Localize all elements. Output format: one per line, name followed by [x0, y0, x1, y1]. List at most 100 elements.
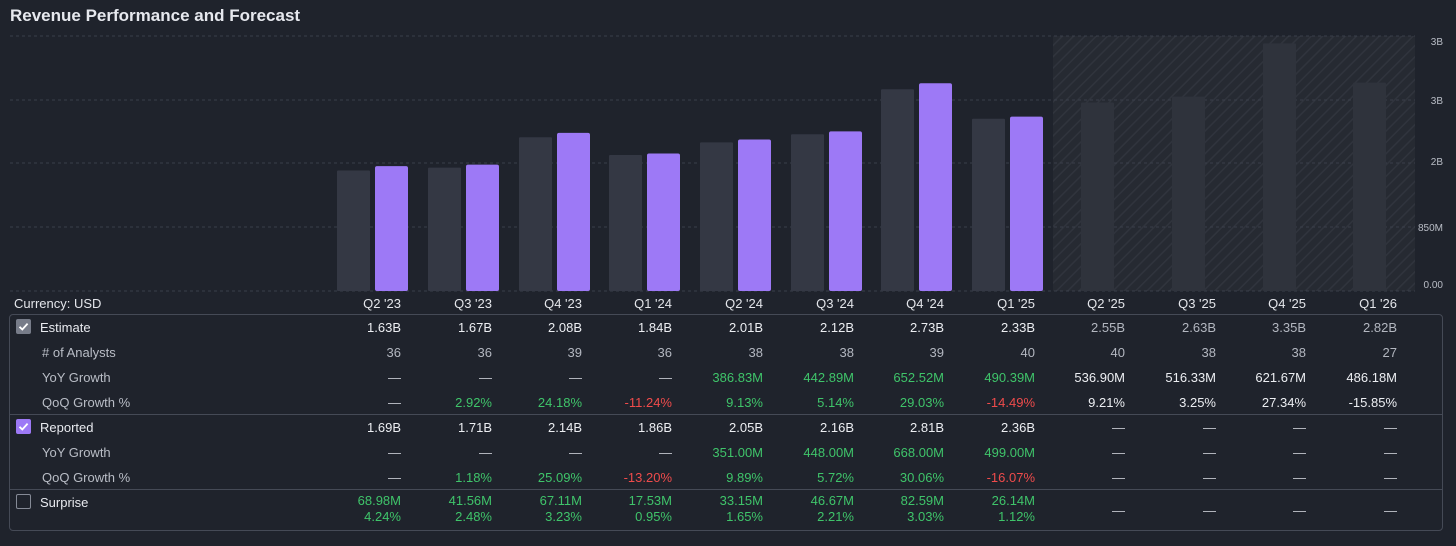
- reported-yoy-value: 668.00M: [893, 445, 944, 460]
- estimate-bar[interactable]: [519, 137, 552, 291]
- reported-yoy-value: —: [1112, 445, 1125, 460]
- estimate-yoy-value: 652.52M: [893, 370, 944, 385]
- reported-qoq-value: 30.06%: [899, 470, 944, 485]
- analysts-count: 39: [929, 345, 944, 360]
- surprise-amount: 17.53M: [628, 493, 672, 508]
- estimate-yoy-value: 621.67M: [1255, 370, 1306, 385]
- reported-qoq-value: —: [1293, 470, 1306, 485]
- reported-yoy-value: 499.00M: [984, 445, 1035, 460]
- reported-value: 1.69B: [367, 420, 401, 435]
- surprise-value: 68.98M 4.24%: [311, 493, 401, 525]
- estimate-bar[interactable]: [881, 89, 914, 291]
- quarter-header: Q1 '26: [1359, 296, 1397, 311]
- estimate-yoy-value: 516.33M: [1165, 370, 1216, 385]
- reported-bar[interactable]: [557, 132, 590, 291]
- reported-yoy-value: —: [1293, 445, 1306, 460]
- estimate-bar[interactable]: [1172, 96, 1205, 291]
- reported-value: 2.16B: [820, 420, 854, 435]
- estimate-yoy-value: 486.18M: [1346, 370, 1397, 385]
- reported-checkbox[interactable]: [16, 419, 31, 434]
- reported-bar[interactable]: [829, 131, 862, 291]
- quarter-header: Q3 '23: [454, 296, 492, 311]
- surprise-amount: 68.98M: [357, 493, 401, 508]
- surprise-checkbox[interactable]: [16, 494, 31, 509]
- reported-qoq-value: -13.20%: [623, 470, 672, 485]
- estimate-yoy-row: YoY Growth — — — — 386.83M 442.89M 652.52M 490.…: [10, 365, 1442, 390]
- estimate-value: 2.63B: [1182, 320, 1216, 335]
- reported-yoy-label: YoY Growth: [42, 445, 111, 460]
- estimate-yoy-value: 536.90M: [1074, 370, 1125, 385]
- estimate-value: 3.35B: [1272, 320, 1306, 335]
- analysts-count: 38: [1201, 345, 1216, 360]
- reported-qoq-value: -16.07%: [986, 470, 1035, 485]
- reported-bar[interactable]: [738, 139, 771, 291]
- reported-bar[interactable]: [466, 164, 499, 291]
- check-icon: [18, 322, 29, 331]
- estimate-bar[interactable]: [700, 142, 733, 291]
- estimate-value: 2.08B: [548, 320, 582, 335]
- reported-label: Reported: [40, 420, 94, 435]
- surprise-row: Surprise 68.98M 4.24% 41.56M 2.48% 67.11M 3.2…: [10, 490, 1442, 530]
- estimate-value: 1.84B: [638, 320, 672, 335]
- reported-value: —: [1203, 420, 1216, 435]
- analysts-count: 27: [1382, 345, 1397, 360]
- estimate-qoq-value: 9.21%: [1088, 395, 1125, 410]
- reported-value: 1.71B: [458, 420, 492, 435]
- surprise-value: 82.59M 3.03%: [854, 493, 944, 525]
- reported-value: 2.05B: [729, 420, 763, 435]
- reported-value: —: [1384, 420, 1397, 435]
- surprise-value: 33.15M 1.65%: [673, 493, 763, 525]
- reported-bar[interactable]: [647, 153, 680, 291]
- reported-value: 2.81B: [910, 420, 944, 435]
- surprise-percent: 2.48%: [455, 509, 492, 524]
- estimate-bar[interactable]: [791, 134, 824, 291]
- estimate-bar[interactable]: [972, 118, 1005, 291]
- surprise-amount: 26.14M: [991, 493, 1035, 508]
- reported-bar[interactable]: [1010, 116, 1043, 291]
- reported-bar[interactable]: [375, 166, 408, 291]
- estimate-bar[interactable]: [1353, 82, 1386, 291]
- estimate-bar[interactable]: [337, 170, 370, 291]
- reported-yoy-value: —: [659, 445, 672, 460]
- reported-yoy-value: —: [569, 445, 582, 460]
- surprise-percent: 1.65%: [726, 509, 763, 524]
- currency-label: Currency: USD: [14, 296, 102, 311]
- quarter-header-row: Currency: USD Q2 '23 Q3 '23 Q4 '23 Q1 '24 Q2…: [0, 294, 1456, 312]
- estimate-qoq-value: 2.92%: [455, 395, 492, 410]
- surprise-percent: 4.24%: [364, 509, 401, 524]
- reported-value: —: [1112, 420, 1125, 435]
- estimate-value: 2.33B: [1001, 320, 1035, 335]
- quarter-header: Q3 '24: [816, 296, 854, 311]
- quarter-header: Q2 '23: [363, 296, 401, 311]
- estimate-yoy-value: —: [388, 370, 401, 385]
- estimate-value: 1.63B: [367, 320, 401, 335]
- estimate-bar[interactable]: [1263, 43, 1296, 292]
- analysts-count: 38: [839, 345, 854, 360]
- surprise-percent: 3.03%: [907, 509, 944, 524]
- surprise-amount: 46.67M: [810, 493, 854, 508]
- estimate-qoq-row: QoQ Growth % — 2.92% 24.18% -11.24% 9.13% 5.1…: [10, 390, 1442, 415]
- analysts-count: 38: [1291, 345, 1306, 360]
- surprise-amount: 33.15M: [719, 493, 763, 508]
- reported-row: Reported 1.69B 1.71B 2.14B 1.86B 2.05B 2.16B 2…: [10, 415, 1442, 440]
- surprise-amount: 41.56M: [448, 493, 492, 508]
- estimate-bar[interactable]: [609, 155, 642, 291]
- estimate-yoy-value: —: [479, 370, 492, 385]
- reported-bar[interactable]: [919, 83, 952, 291]
- estimate-bar[interactable]: [1081, 102, 1114, 292]
- reported-qoq-value: 5.72%: [817, 470, 854, 485]
- estimate-row: Estimate 1.63B 1.67B 2.08B 1.84B 2.01B 2.12B 2…: [10, 315, 1442, 340]
- reported-yoy-row: YoY Growth — — — — 351.00M 448.00M 668.00M 499.…: [10, 440, 1442, 465]
- estimate-value: 2.12B: [820, 320, 854, 335]
- reported-qoq-value: —: [1203, 470, 1216, 485]
- estimate-yoy-value: 490.39M: [984, 370, 1035, 385]
- reported-qoq-value: 9.89%: [726, 470, 763, 485]
- y-tick-label: 850M: [1418, 223, 1443, 234]
- estimate-bar[interactable]: [428, 167, 461, 291]
- reported-value: 2.36B: [1001, 420, 1035, 435]
- estimate-value: 1.67B: [458, 320, 492, 335]
- estimate-checkbox[interactable]: [16, 319, 31, 334]
- surprise-percent: 0.95%: [635, 509, 672, 524]
- reported-yoy-value: 448.00M: [803, 445, 854, 460]
- analysts-count: 38: [748, 345, 763, 360]
